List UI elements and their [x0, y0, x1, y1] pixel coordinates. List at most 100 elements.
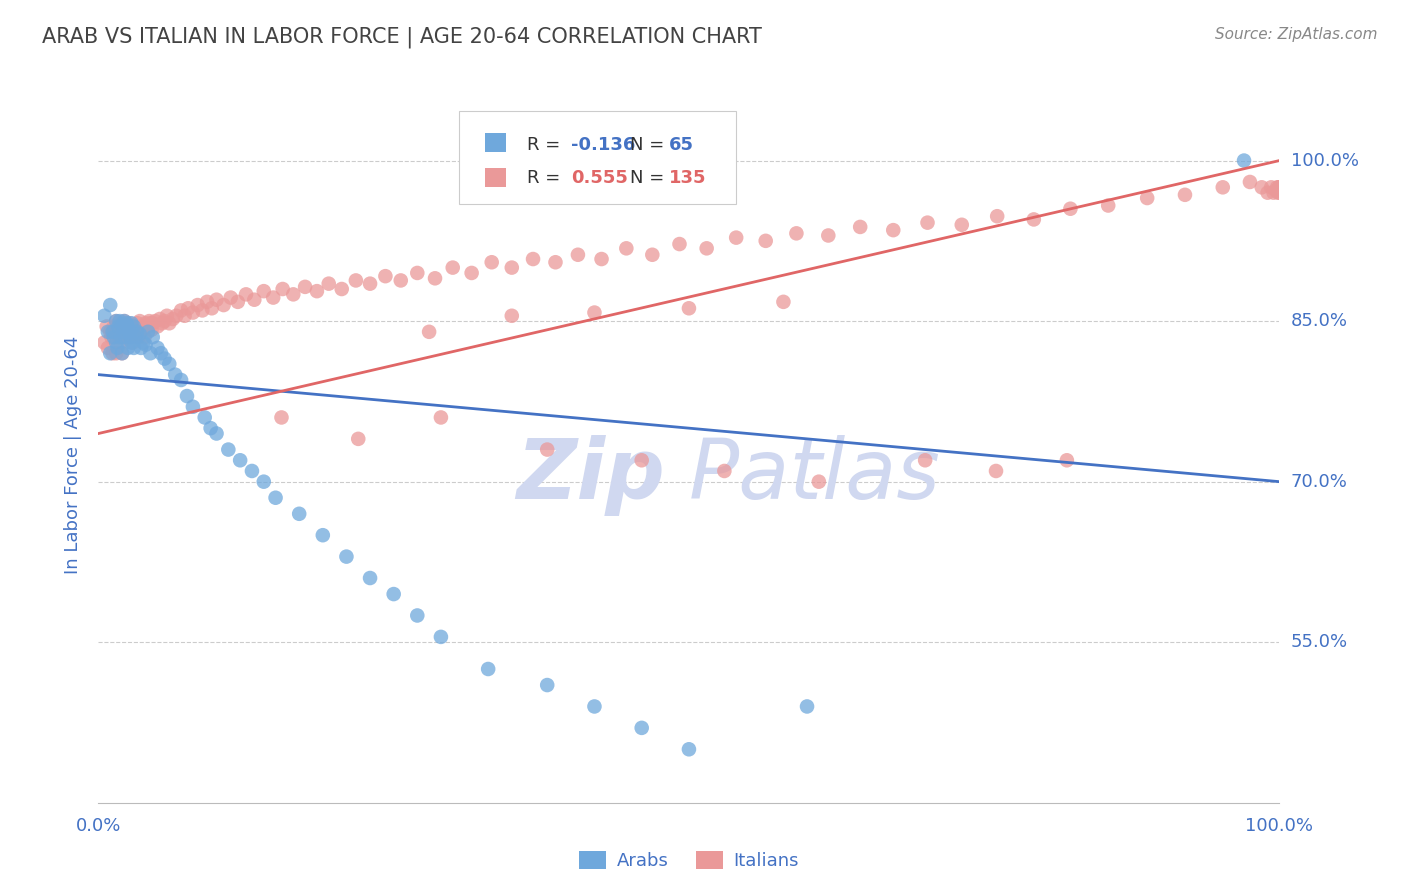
Point — [772, 294, 794, 309]
Text: 0.555: 0.555 — [571, 169, 627, 187]
Point — [173, 309, 195, 323]
Point — [181, 305, 204, 319]
Point — [128, 326, 150, 341]
Point — [1097, 198, 1119, 212]
Y-axis label: In Labor Force | Age 20-64: In Labor Force | Age 20-64 — [63, 335, 82, 574]
Point — [219, 291, 242, 305]
Point — [294, 280, 316, 294]
Point — [135, 316, 157, 330]
Point — [1268, 186, 1291, 200]
Point — [441, 260, 464, 275]
Point — [114, 330, 136, 344]
Point — [713, 464, 735, 478]
Point — [121, 316, 143, 330]
Point — [1265, 180, 1288, 194]
Point — [536, 442, 558, 457]
Point — [229, 453, 252, 467]
Point — [125, 330, 148, 344]
Text: 100.0%: 100.0% — [1291, 152, 1358, 169]
Point — [97, 325, 120, 339]
Text: Patlas: Patlas — [689, 435, 941, 516]
Point — [117, 341, 139, 355]
Point — [501, 260, 523, 275]
Point — [288, 507, 311, 521]
Point — [104, 330, 127, 344]
Text: ARAB VS ITALIAN IN LABOR FORCE | AGE 20-64 CORRELATION CHART: ARAB VS ITALIAN IN LABOR FORCE | AGE 20-… — [42, 27, 762, 48]
Point — [177, 301, 200, 316]
Point — [583, 699, 606, 714]
Point — [111, 316, 134, 330]
Point — [141, 323, 163, 337]
Text: N =: N = — [630, 136, 669, 154]
Text: -0.136: -0.136 — [571, 136, 636, 154]
Point — [914, 453, 936, 467]
Point — [678, 301, 700, 316]
Point — [153, 314, 176, 328]
Point — [271, 282, 294, 296]
Point — [849, 219, 872, 234]
Point — [111, 346, 134, 360]
Point — [165, 309, 187, 323]
Point — [212, 298, 235, 312]
Point — [1022, 212, 1045, 227]
Point — [105, 346, 128, 360]
Point — [406, 266, 429, 280]
Point — [668, 237, 690, 252]
Point — [98, 325, 121, 339]
Point — [170, 373, 193, 387]
Point — [986, 209, 1008, 223]
Point — [157, 316, 180, 330]
FancyBboxPatch shape — [485, 169, 506, 187]
Point — [235, 287, 257, 301]
Point — [1059, 202, 1081, 216]
Point — [139, 346, 162, 360]
Point — [100, 330, 122, 344]
Point — [217, 442, 239, 457]
Point — [205, 293, 228, 307]
Point — [117, 319, 139, 334]
Point — [270, 410, 292, 425]
Point — [105, 335, 128, 350]
Point — [118, 316, 141, 330]
Point — [187, 298, 209, 312]
Point — [460, 266, 482, 280]
Legend: Arabs, Italians: Arabs, Italians — [572, 844, 806, 877]
Point — [501, 309, 523, 323]
Point — [283, 287, 305, 301]
Point — [118, 325, 141, 339]
Point — [132, 335, 155, 350]
Point — [142, 316, 165, 330]
Point — [430, 630, 453, 644]
Point — [1250, 180, 1272, 194]
Point — [430, 410, 453, 425]
Point — [105, 314, 128, 328]
Point — [226, 294, 249, 309]
Point — [121, 335, 143, 350]
Point — [129, 325, 152, 339]
Point — [318, 277, 340, 291]
Point — [112, 325, 135, 339]
Point — [97, 341, 120, 355]
Point — [121, 335, 143, 350]
Point — [481, 255, 503, 269]
Point — [122, 341, 145, 355]
Point — [630, 721, 652, 735]
Point — [253, 475, 276, 489]
Point — [110, 330, 132, 344]
Point — [1268, 180, 1291, 194]
Point — [134, 330, 156, 344]
Point — [347, 432, 370, 446]
Point — [176, 389, 198, 403]
Text: 65: 65 — [669, 136, 695, 154]
Point — [128, 330, 150, 344]
Point — [98, 346, 121, 360]
Point — [153, 351, 176, 366]
Point — [110, 335, 132, 350]
Point — [132, 319, 155, 334]
FancyBboxPatch shape — [485, 134, 506, 153]
Text: 135: 135 — [669, 169, 706, 187]
Point — [124, 326, 146, 341]
Point — [785, 227, 807, 241]
Point — [423, 271, 446, 285]
Point — [191, 303, 214, 318]
